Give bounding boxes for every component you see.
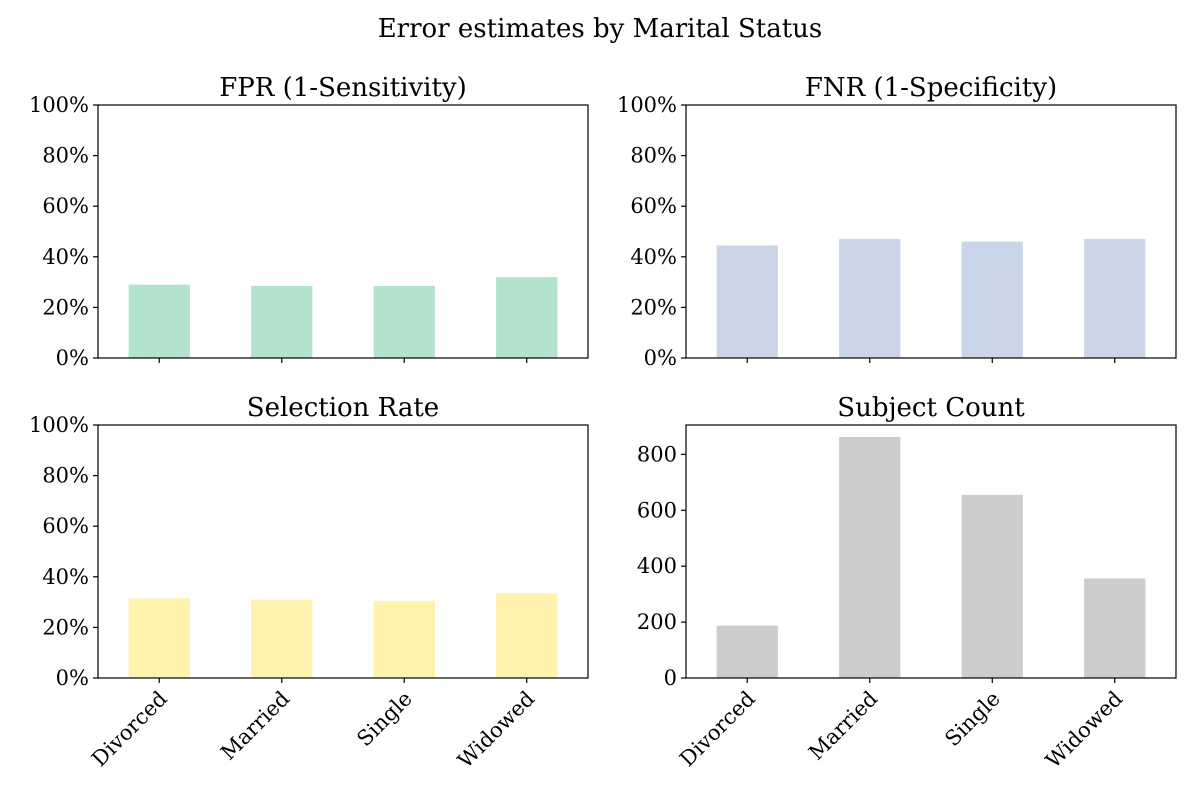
- figure-title: Error estimates by Marital Status: [378, 14, 823, 44]
- bar-divorced: [716, 245, 778, 358]
- y-tick-label: 80%: [42, 144, 89, 168]
- x-tick-label-divorced: Divorced: [87, 687, 172, 772]
- y-tick-label: 0%: [56, 666, 89, 690]
- y-tick-label: 80%: [42, 464, 89, 488]
- panel-fnr-1-specificity: FNR (1-Specificity) 0% 20% 40% 60% 80% 100%: [617, 73, 1177, 370]
- y-tick-label: 0%: [56, 346, 89, 370]
- y-tick-label: 800: [637, 442, 677, 466]
- axes-frame: [685, 424, 1177, 679]
- x-tick-label-divorced: Divorced: [675, 687, 760, 772]
- y-tick-label: 200: [637, 610, 677, 634]
- y-tick-label: 20%: [42, 295, 89, 319]
- x-tick-label-single: Single: [940, 687, 1005, 752]
- y-tick-label: 20%: [630, 295, 677, 319]
- y-tick-label: 0%: [644, 346, 677, 370]
- bar-divorced: [716, 625, 778, 678]
- bar-single: [373, 285, 435, 358]
- panel-selection-rate: Selection Rate 0% 20% 40% 60% 80% 100% Divorced…: [29, 393, 589, 773]
- y-tick-label: 40%: [42, 245, 89, 269]
- panel-title: Subject Count: [837, 393, 1025, 423]
- y-tick-label: 60%: [42, 514, 89, 538]
- axes-frame: [685, 104, 1177, 359]
- y-tick-label: 60%: [630, 194, 677, 218]
- panel-title: FPR (1-Sensitivity): [219, 73, 467, 103]
- y-tick-label: 40%: [42, 565, 89, 589]
- bar-married: [251, 599, 313, 678]
- bar-single: [373, 600, 435, 678]
- bar-married: [251, 285, 313, 358]
- y-tick-label: 60%: [42, 194, 89, 218]
- y-tick-label: 0: [664, 666, 677, 690]
- y-tick-label: 40%: [630, 245, 677, 269]
- x-tick-label-married: Married: [804, 687, 882, 765]
- y-tick-label: 100%: [29, 93, 89, 117]
- y-tick-label: 400: [637, 554, 677, 578]
- y-tick-label: 80%: [630, 144, 677, 168]
- bar-widowed: [1084, 578, 1146, 678]
- bar-married: [839, 437, 901, 678]
- bar-widowed: [496, 277, 558, 358]
- axes-frame: [97, 104, 589, 359]
- x-tick-label-widowed: Widowed: [1041, 687, 1127, 773]
- y-tick-label: 100%: [29, 413, 89, 437]
- y-tick-label: 600: [637, 498, 677, 522]
- x-tick-label-single: Single: [352, 687, 417, 752]
- bar-single: [961, 241, 1023, 358]
- bar-divorced: [128, 598, 190, 678]
- bar-single: [961, 494, 1023, 678]
- x-tick-label-widowed: Widowed: [453, 687, 539, 773]
- bar-widowed: [1084, 239, 1146, 358]
- bar-divorced: [128, 284, 190, 358]
- panel-title: Selection Rate: [247, 393, 439, 423]
- panel-subject-count: Subject Count 0 200 400 600 800 Divorced Marrie…: [637, 393, 1177, 773]
- bar-widowed: [496, 593, 558, 678]
- y-tick-label: 20%: [42, 615, 89, 639]
- panel-title: FNR (1-Specificity): [805, 73, 1057, 103]
- panel-fpr-1-sensitivity: FPR (1-Sensitivity) 0% 20% 40% 60% 80% 100%: [29, 73, 589, 370]
- axes-frame: [97, 424, 589, 679]
- x-tick-label-married: Married: [216, 687, 294, 765]
- bar-married: [839, 239, 901, 358]
- y-tick-label: 100%: [617, 93, 677, 117]
